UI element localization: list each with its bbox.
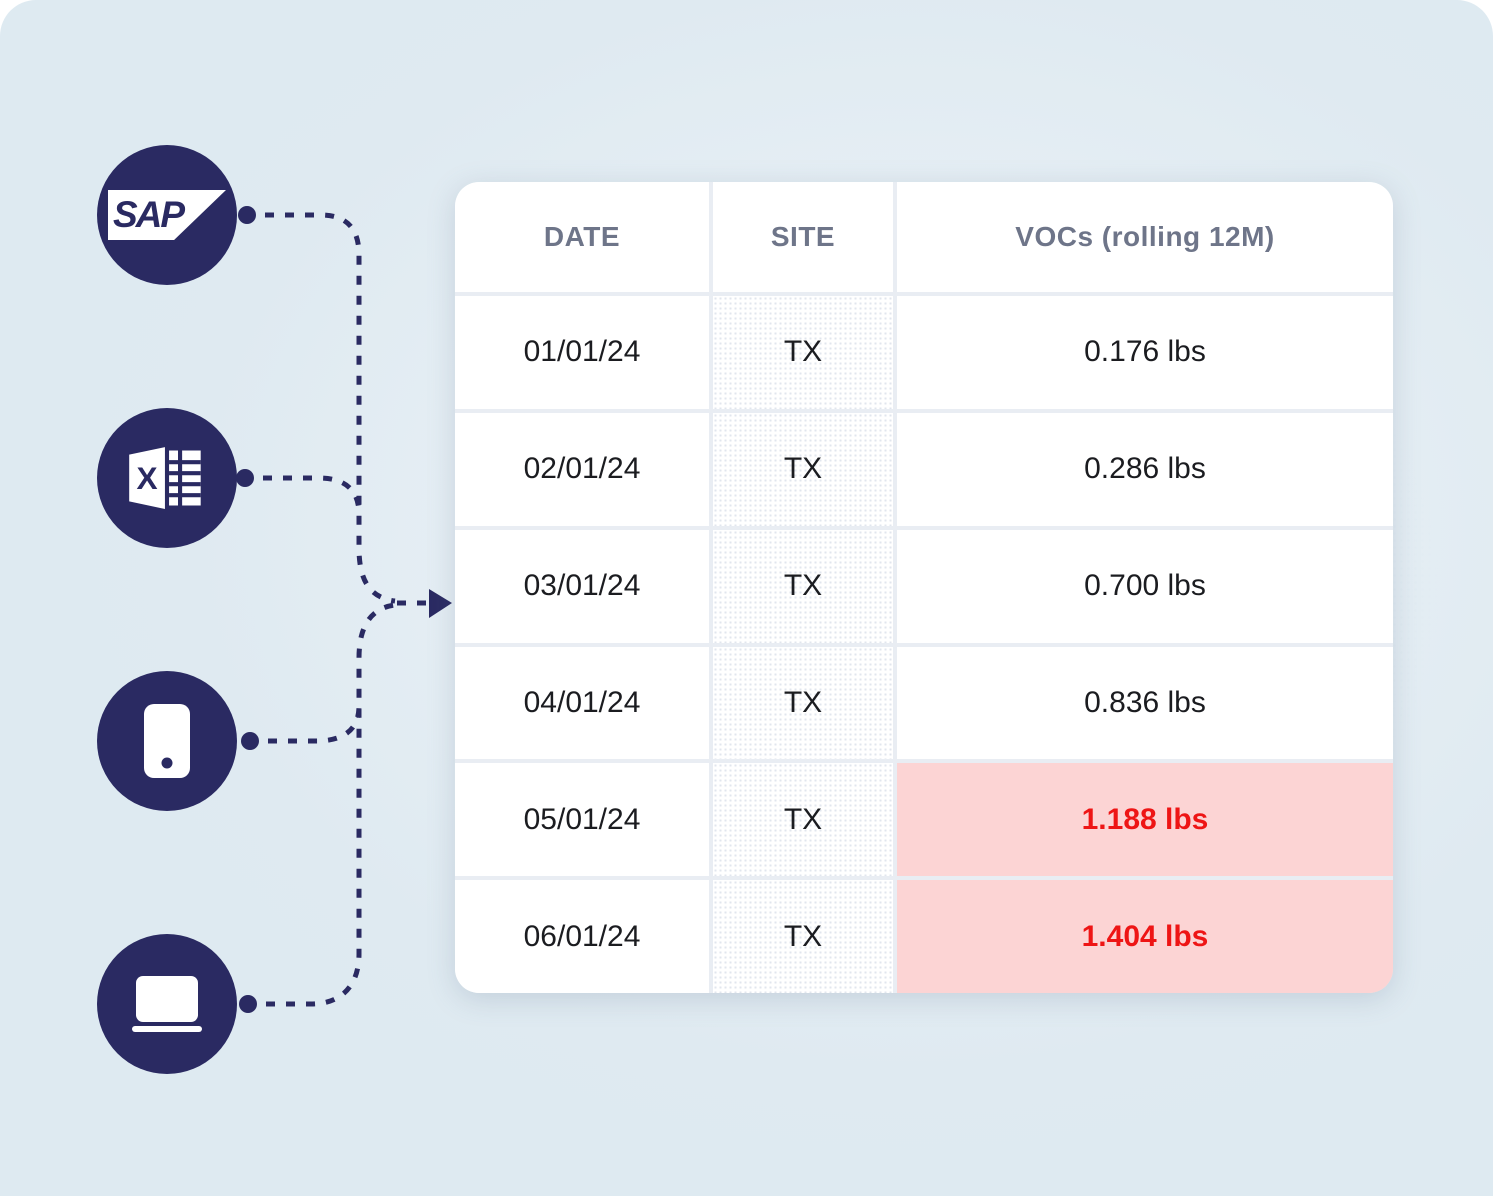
site-cell: TX — [713, 763, 893, 877]
source-sap: SAP — [97, 145, 237, 285]
site-cell: TX — [713, 880, 893, 993]
site-cell: TX — [713, 646, 893, 760]
laptop-icon — [132, 976, 202, 1032]
site-cell: TX — [713, 296, 893, 409]
voc-cell: 0.836 lbs — [897, 646, 1393, 760]
header-voc: VOCs (rolling 12M) — [897, 182, 1393, 292]
source-laptop — [97, 934, 237, 1074]
svg-text:X: X — [137, 460, 158, 496]
sap-logo-icon: SAP — [108, 190, 226, 240]
source-mobile — [97, 671, 237, 811]
site-cell: TX — [713, 412, 893, 526]
connector-dot-laptop — [239, 995, 257, 1013]
date-cell: 06/01/24 — [455, 880, 709, 993]
connector-dot-excel — [236, 469, 254, 487]
header-site: SITE — [713, 182, 893, 292]
voc-cell: 0.286 lbs — [897, 412, 1393, 526]
source-excel: X — [97, 408, 237, 548]
date-cell: 02/01/24 — [455, 412, 709, 526]
connector-dot-mobile — [241, 732, 259, 750]
excel-icon: X — [129, 447, 201, 509]
date-cell: 04/01/24 — [455, 646, 709, 760]
voc-cell: 0.176 lbs — [897, 296, 1393, 409]
header-date: DATE — [455, 182, 709, 292]
date-cell: 05/01/24 — [455, 763, 709, 877]
site-cell: TX — [713, 529, 893, 643]
sap-logo-text: SAP — [113, 194, 185, 235]
voc-cell-alert: 1.404 lbs — [897, 880, 1393, 993]
connector-dot-sap — [238, 206, 256, 224]
voc-table: DATE SITE VOCs (rolling 12M) 01/01/24 TX… — [455, 182, 1393, 993]
voc-cell-alert: 1.188 lbs — [897, 763, 1393, 877]
date-cell: 01/01/24 — [455, 296, 709, 409]
smartphone-icon — [144, 704, 190, 778]
date-cell: 03/01/24 — [455, 529, 709, 643]
voc-cell: 0.700 lbs — [897, 529, 1393, 643]
